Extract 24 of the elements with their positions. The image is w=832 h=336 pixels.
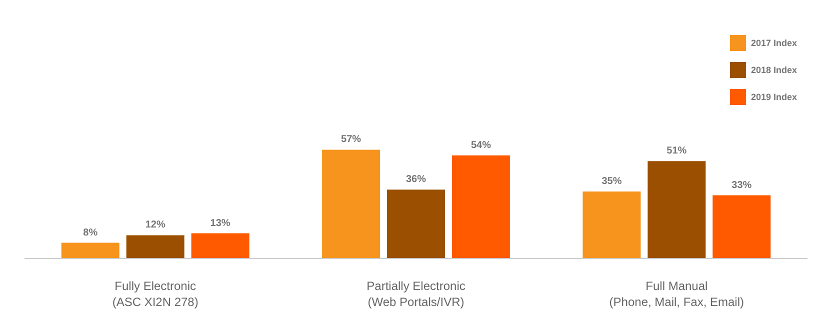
x-tick-label: Partially Electronic (Web Portals/IVR) [366,279,466,309]
data-label: 13% [210,218,230,229]
bar [452,155,510,258]
data-label: 33% [732,180,752,191]
legend-label: 2019 Index [750,92,798,102]
bar [322,150,380,258]
bar [582,192,641,258]
x-tick-label: Full Manual (Phone, Mail, Fax, Email) [609,279,744,309]
data-label: 12% [145,220,166,231]
data-label: 8% [83,227,98,238]
bar [387,190,445,258]
data-label: 51% [666,146,687,157]
bar [712,195,771,258]
x-tick-label: Fully Electronic (ASC XI2N 278) [112,279,198,309]
bar [61,242,120,258]
data-label: 54% [470,140,492,151]
data-label: 57% [341,134,362,146]
data-label: 36% [406,174,426,186]
data-label: 35% [602,176,622,187]
bar [648,161,706,258]
bar [126,235,184,258]
bar [191,233,250,258]
legend-label: 2017 Index [750,38,798,48]
legend-label: 2018 Index [750,65,798,75]
